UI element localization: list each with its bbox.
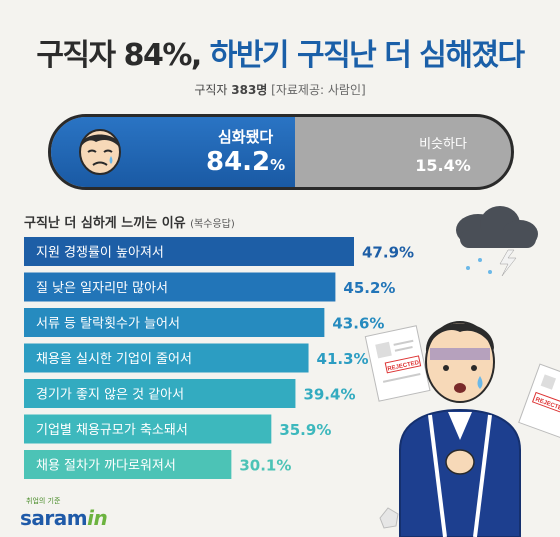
rejected-paper-right: REJECTED [518, 363, 560, 440]
title-part1: 구직자 84%, [36, 38, 202, 73]
source-credit: [자료제공: 사람인] [267, 83, 366, 97]
bar-label-3: 채용을 실시한 기업이 줄어서 [36, 352, 192, 367]
summary-main-text: 심화됐다 84.2% [206, 126, 285, 180]
summary-minor-value: 15.4% [415, 156, 471, 175]
bar-value-3: 41.3% [317, 350, 369, 368]
logo-tagline: 취업의 기준 [26, 497, 61, 505]
chart-title-text: 구직난 더 심하게 느끼는 이유 [24, 216, 186, 231]
summary-main-value: 84.2% [206, 147, 286, 177]
summary-pill: 심화됐다 84.2% 비슷하다 15.4% [48, 114, 514, 190]
subtitle: 구직자 383명 [자료제공: 사람인] [0, 81, 560, 98]
page-title: 구직자 84%, 하반기 구직난 더 심해졌다 [0, 30, 560, 74]
bar-label-2: 서류 등 탈락횟수가 늘어서 [36, 317, 180, 332]
bar-value-6: 30.1% [239, 457, 291, 475]
chart-title: 구직난 더 심하게 느끼는 이유 (복수응답) [24, 212, 235, 231]
bar-label-5: 기업별 채용규모가 축소돼서 [36, 423, 188, 438]
title-part2: 하반기 구직난 더 심해졌다 [200, 38, 525, 73]
bar-value-2: 43.6% [332, 315, 384, 333]
rejected-paper-left: REJECTED [364, 325, 431, 402]
bar-0 [24, 237, 354, 266]
storm-cloud-icon [456, 206, 538, 277]
worried-person [399, 321, 521, 537]
bar-3 [24, 343, 309, 373]
summary-minor-text: 비슷하다 15.4% [393, 133, 493, 175]
bar-value-5: 35.9% [279, 421, 331, 439]
bar-label-4: 경기가 좋지 않은 것 같아서 [36, 388, 184, 403]
bar-label-0: 지원 경쟁률이 높아져서 [36, 246, 164, 261]
bar-value-1: 45.2% [343, 279, 395, 297]
logo-text: saramin [20, 506, 108, 530]
bar-value-4: 39.4% [303, 386, 355, 404]
bar-value-0: 47.9% [362, 244, 414, 262]
saramin-logo: 취업의 기준 saramin [20, 496, 108, 530]
chart-title-note: (복수응답) [190, 219, 235, 230]
bar-4 [24, 379, 296, 408]
summary-minor-label: 비슷하다 [419, 137, 467, 152]
bar-2 [24, 308, 325, 337]
job-seeker-illustration: REJECTED REJECTED [364, 206, 560, 537]
summary-main-label: 심화됐다 [217, 128, 274, 146]
sad-face-icon [79, 129, 121, 175]
bar-1 [24, 272, 336, 302]
bar-label-1: 질 낮은 일자리만 많아서 [36, 281, 168, 296]
bar-6 [24, 450, 232, 479]
bar-5 [24, 414, 272, 444]
bar-label-6: 채용 절차가 까다로워져서 [36, 459, 176, 474]
sample-count: 383명 [231, 83, 268, 97]
sample-label: 구직자 [194, 83, 232, 97]
